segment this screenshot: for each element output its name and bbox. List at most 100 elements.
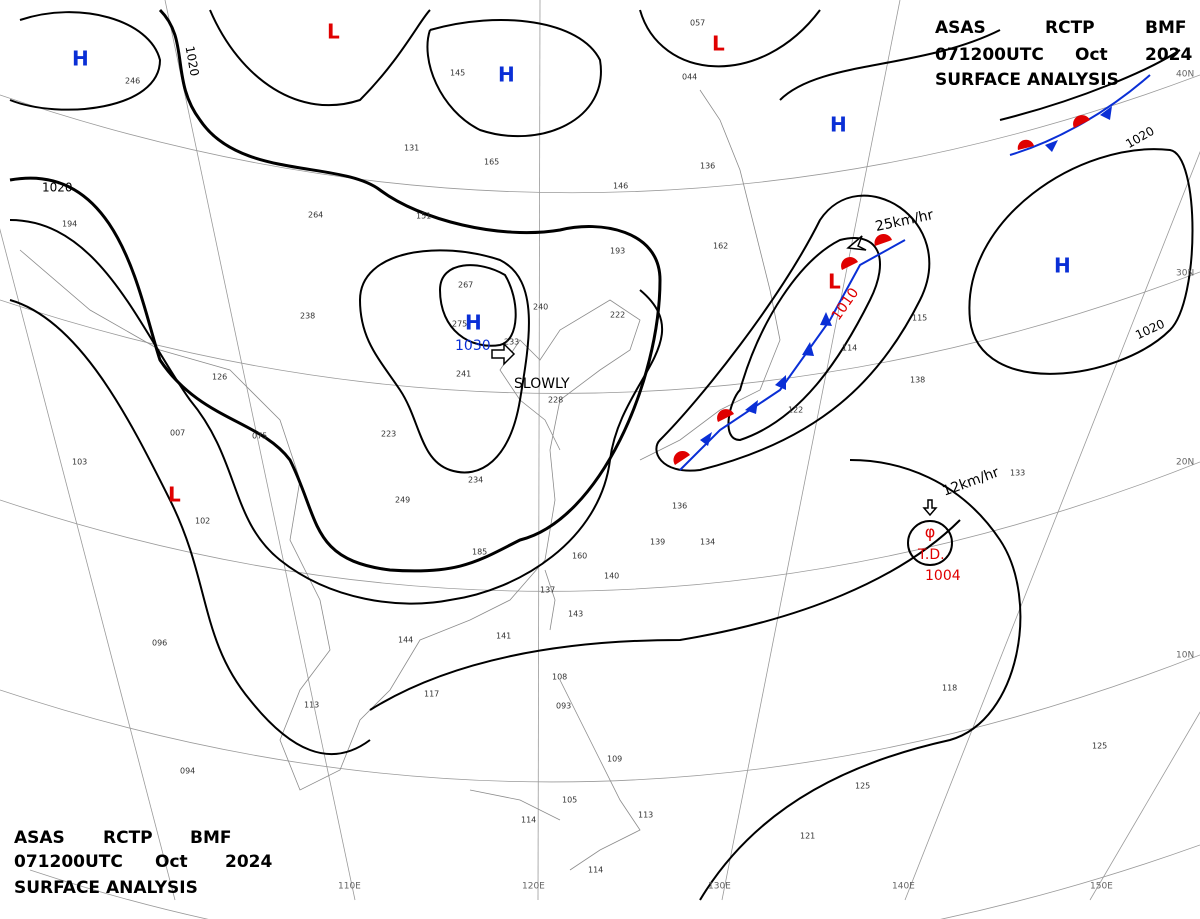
station-pressure: 075 xyxy=(252,432,267,441)
station-pressure: 139 xyxy=(650,538,665,547)
station-pressure: 137 xyxy=(540,586,555,595)
station-pressure: 131 xyxy=(404,144,419,153)
station-pressure: 146 xyxy=(613,182,628,191)
isobar xyxy=(438,264,517,347)
parallel xyxy=(29,844,1200,919)
isobar xyxy=(9,299,371,756)
station-pressure: 141 xyxy=(496,632,511,641)
header-word: BMF xyxy=(190,828,232,848)
meridian xyxy=(721,0,901,901)
station-pressure: 185 xyxy=(472,548,487,557)
station-pressure: 109 xyxy=(607,755,622,764)
station-pressure: 044 xyxy=(682,73,697,82)
header-word: RCTP xyxy=(1045,18,1095,38)
header-line: SURFACE ANALYSIS xyxy=(14,878,198,898)
isobar xyxy=(655,194,931,472)
meridian xyxy=(164,0,356,901)
station-pressure: 140 xyxy=(604,572,619,581)
motion-arrow xyxy=(922,499,938,517)
low-center: L xyxy=(828,270,841,294)
station-pressure: 114 xyxy=(521,816,536,825)
grid-labels: 110E 120E 130E 140E 150E 40N 30N 20N 10N xyxy=(338,70,1194,892)
coastline xyxy=(559,679,641,871)
station-pressure: 115 xyxy=(912,314,927,323)
station-pressure: 103 xyxy=(72,458,87,467)
coastline xyxy=(469,789,561,821)
station-pressure: 121 xyxy=(800,832,815,841)
station-pressure: 234 xyxy=(468,476,483,485)
low-center: L xyxy=(712,32,725,56)
low-center: L xyxy=(168,483,181,507)
isobar xyxy=(907,520,953,566)
station-pressure: 222 xyxy=(610,311,625,320)
coastline xyxy=(639,89,781,461)
station-pressure: 134 xyxy=(700,538,715,547)
isobar xyxy=(9,11,162,111)
td-label: T.D. xyxy=(917,547,945,563)
meridian xyxy=(537,0,541,901)
station-pressure: 238 xyxy=(300,312,315,321)
station-pressure: 125 xyxy=(1092,742,1107,751)
station-pressure: 007 xyxy=(170,429,185,438)
longitude-label: 150E xyxy=(1090,882,1113,892)
header-word: BMF xyxy=(1145,18,1187,38)
fronts: φ xyxy=(491,74,1151,542)
isobar xyxy=(9,8,662,573)
station-pressure: 240 xyxy=(533,303,548,312)
isobar xyxy=(358,249,530,474)
station-pressure: 267 xyxy=(458,281,473,290)
station-pressure: 233 xyxy=(504,338,519,347)
station-pressure: 094 xyxy=(180,767,195,776)
station-pressure: 194 xyxy=(62,220,77,229)
station-pressure: 133 xyxy=(1010,469,1025,478)
meridian xyxy=(1089,711,1200,901)
isobar xyxy=(426,19,602,138)
high-center: H xyxy=(830,113,847,137)
isobar xyxy=(209,9,431,107)
latitude-label: 30N xyxy=(1176,269,1194,279)
station-pressure: 143 xyxy=(568,610,583,619)
high-center: H xyxy=(1054,254,1071,278)
isobar-label: 1020 xyxy=(183,45,202,78)
parallel xyxy=(0,271,1200,394)
station-pressure: 125 xyxy=(855,782,870,791)
motion-arrow xyxy=(846,235,867,251)
station-pressure: 102 xyxy=(195,517,210,526)
station-pressure: 165 xyxy=(484,158,499,167)
station-pressure: 114 xyxy=(588,866,603,875)
station-pressure: 096 xyxy=(152,639,167,648)
isobars xyxy=(9,8,1194,901)
parallel xyxy=(0,654,1200,783)
cold-front-symbols xyxy=(1045,106,1112,152)
motion-text: SLOWLY xyxy=(514,376,570,392)
isobar xyxy=(699,459,1022,901)
longitude-label: 140E xyxy=(892,882,915,892)
coastline xyxy=(19,249,641,791)
station-pressure: 117 xyxy=(424,690,439,699)
td-symbol: φ xyxy=(925,523,936,542)
station-pressure: 093 xyxy=(556,702,571,711)
station-pressure: 228 xyxy=(548,396,563,405)
station-pressure: 136 xyxy=(672,502,687,511)
station-pressure: 114 xyxy=(842,344,857,353)
coastlines xyxy=(19,89,781,871)
high-center: H xyxy=(498,63,515,87)
station-pressure: 136 xyxy=(700,162,715,171)
latitude-label: 40N xyxy=(1176,70,1194,80)
latitude-label: 10N xyxy=(1176,651,1194,661)
station-pressure: 126 xyxy=(212,373,227,382)
latitude-label: 20N xyxy=(1176,458,1194,468)
isobar xyxy=(727,237,881,442)
title-bottom: ASAS RCTP BMF 071200UTC Oct 2024 SURFACE… xyxy=(14,828,272,898)
station-pressure: 113 xyxy=(638,811,653,820)
station-pressure: 151 xyxy=(416,212,431,221)
station-pressure: 193 xyxy=(610,247,625,256)
title-top: ASAS RCTP BMF 071200UTC Oct 2024 SURFACE… xyxy=(935,18,1192,90)
header-word: RCTP xyxy=(103,828,153,848)
station-plots: 246 264 194 238 126 007 103 102 075 223 … xyxy=(62,19,1107,875)
station-pressure: 246 xyxy=(125,77,140,86)
longitude-label: 130E xyxy=(708,882,731,892)
header-line: SURFACE ANALYSIS xyxy=(935,70,1119,90)
td-pressure: 1004 xyxy=(925,568,961,584)
longitude-label: 110E xyxy=(338,882,361,892)
